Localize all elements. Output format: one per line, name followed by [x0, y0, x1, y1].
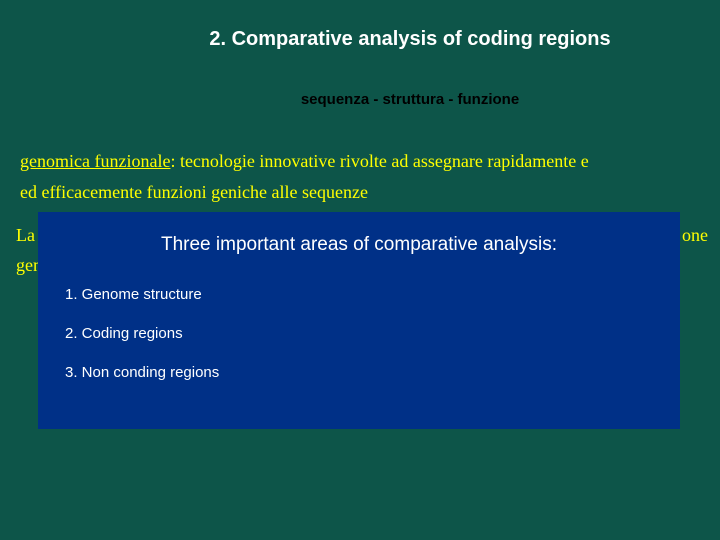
- body-term-underlined: genomica funzionale: [20, 151, 170, 171]
- list-item: 3. Non conding regions: [65, 364, 658, 403]
- overlay-heading: Three important areas of comparative ana…: [60, 230, 658, 286]
- partial-term-right: one: [682, 225, 708, 246]
- slide-subtitle: sequenza - struttura - funzione: [0, 51, 720, 108]
- body-line2: ed efficacemente funzioni geniche alle s…: [20, 182, 368, 202]
- body-line1-rest: : tecnologie innovative rivolte ad asseg…: [170, 151, 588, 171]
- body-text: genomica funzionale: tecnologie innovati…: [0, 108, 720, 207]
- list-item: 1. Genome structure: [65, 286, 658, 325]
- partial-term-left: La: [16, 225, 35, 246]
- overlay-box: Three important areas of comparative ana…: [38, 212, 680, 429]
- list-item: 2. Coding regions: [65, 325, 658, 364]
- slide-title: 2. Comparative analysis of coding region…: [0, 0, 720, 51]
- overlay-list: 1. Genome structure 2. Coding regions 3.…: [60, 286, 658, 403]
